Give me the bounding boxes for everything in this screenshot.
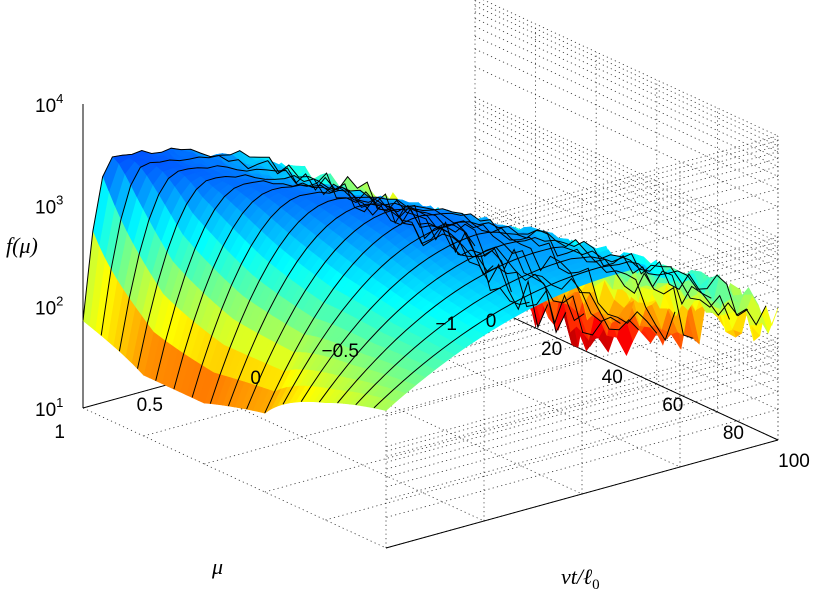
- back-wall-gridline: [474, 101, 779, 243]
- vt-tick-label: 20: [541, 339, 562, 360]
- back-wall-gridline: [474, 119, 779, 261]
- back-wall-gridline: [474, 112, 779, 254]
- mesh-line: [118, 165, 512, 352]
- y-axis-label: μ: [211, 554, 223, 579]
- back-wall-gridline: [474, 220, 779, 362]
- vt-axis-line: [474, 299, 779, 441]
- mesh-line: [227, 202, 621, 407]
- mu-tick-label: 1: [54, 422, 65, 443]
- back-wall-gridline: [474, 149, 779, 291]
- back-wall-gridline: [474, 26, 779, 167]
- vt-tick-label: 0: [486, 311, 497, 332]
- z-tick-label: 102: [35, 294, 63, 320]
- z-tick-label: 101: [35, 395, 63, 421]
- floor-gridline: [278, 353, 583, 495]
- back-wall-gridline: [474, 66, 779, 208]
- back-wall-gridline: [474, 251, 779, 393]
- back-wall-gridline: [474, 106, 779, 248]
- mesh-line: [373, 261, 767, 409]
- side-wall-gridline: [385, 360, 779, 470]
- surface-mesh-lines: [82, 147, 767, 414]
- mesh-line: [337, 246, 730, 404]
- side-wall-gridline: [385, 391, 779, 501]
- side-wall-gridline: [385, 409, 779, 518]
- side-wall-gridline: [385, 353, 779, 463]
- back-wall-gridline: [474, 238, 779, 380]
- mu-tick-label: 0: [250, 368, 261, 389]
- floor-gridline: [325, 411, 718, 521]
- mu-tick-label: 0.5: [137, 395, 163, 416]
- back-wall-gridline: [482, 0, 779, 137]
- mesh-line: [191, 189, 585, 398]
- tick-labels: 101 102 103 104 1 0.5 0 −0.5 −1 0 20 40 60 80 100: [35, 91, 810, 472]
- mesh-line: [300, 229, 694, 402]
- vt-tick-label: 60: [662, 395, 683, 416]
- mu-tick-label: −0.5: [321, 341, 359, 362]
- z-tick-label: 104: [35, 91, 63, 117]
- z-tick-label: 103: [35, 192, 63, 218]
- side-wall-gridline: [385, 307, 779, 417]
- back-wall-gridline: [474, 137, 779, 279]
- surface: [82, 147, 779, 414]
- floor-edge-line: [385, 439, 779, 549]
- floor-gridline: [264, 383, 657, 493]
- back-wall-gridline: [474, 96, 779, 238]
- floor-gridline: [204, 355, 597, 465]
- back-wall-gridline: [474, 35, 779, 177]
- mesh-line: [282, 221, 676, 405]
- back-wall-gridline: [474, 48, 779, 190]
- mesh-line: [318, 236, 712, 403]
- back-wall-gridline: [474, 167, 779, 309]
- back-wall-gridline: [474, 0, 779, 141]
- vt-tick-label: 40: [602, 367, 623, 388]
- back-wall-gridline: [474, 18, 779, 159]
- vt-tick-label: 80: [723, 423, 744, 444]
- mesh-line: [246, 208, 639, 410]
- mesh-line: [137, 174, 530, 369]
- back-wall-gridline: [474, 127, 779, 269]
- floor-gridline: [376, 326, 681, 468]
- x-axis-label: vt/ℓ0: [561, 564, 600, 593]
- side-wall-gridline: [385, 378, 779, 488]
- side-wall-gridline: [385, 348, 779, 457]
- floor-gridline: [180, 380, 485, 522]
- back-wall-gridline: [474, 228, 779, 370]
- mesh-line: [355, 254, 748, 406]
- z-axis-label: f(μ): [6, 233, 38, 258]
- back-wall-gridline: [474, 5, 779, 147]
- mesh-line: [264, 212, 658, 414]
- back-wall-gridline: [474, 11, 779, 153]
- mu-tick-label: −1: [435, 314, 457, 335]
- floor-gridline: [82, 407, 387, 549]
- back-wall-gridline: [474, 269, 779, 410]
- vt-tick-label: 100: [778, 451, 810, 472]
